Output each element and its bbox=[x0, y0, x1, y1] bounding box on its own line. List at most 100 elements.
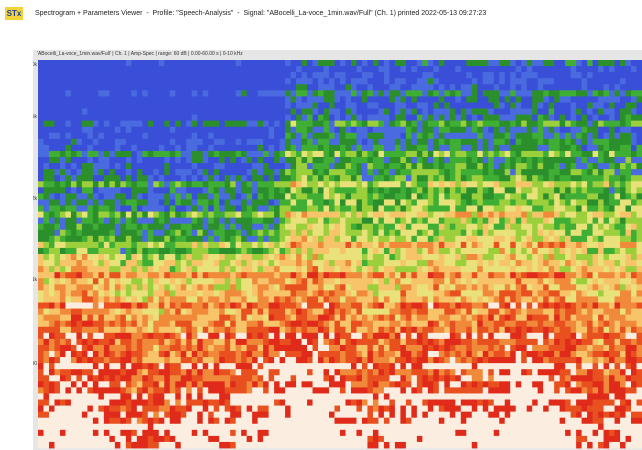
spectrogram-cell bbox=[225, 242, 231, 248]
spectrogram-cell bbox=[428, 84, 434, 90]
spectrogram-cell bbox=[148, 284, 154, 290]
spectrogram-cell bbox=[126, 169, 132, 175]
spectrogram-cell bbox=[76, 442, 82, 448]
spectrogram-cell bbox=[71, 369, 77, 375]
spectrogram-cell bbox=[197, 193, 203, 199]
spectrogram-cell bbox=[236, 145, 242, 151]
spectrogram-cell bbox=[219, 175, 225, 181]
spectrogram-cell bbox=[131, 357, 137, 363]
spectrogram-cell bbox=[378, 230, 384, 236]
spectrogram-cell bbox=[351, 127, 357, 133]
spectrogram-cell bbox=[406, 175, 412, 181]
spectrogram-cell bbox=[450, 193, 456, 199]
spectrogram-cell bbox=[351, 369, 357, 375]
spectrogram-cell bbox=[214, 381, 220, 387]
spectrogram-cell bbox=[230, 303, 236, 309]
spectrogram-cell bbox=[120, 109, 126, 115]
spectrogram-cell bbox=[153, 90, 159, 96]
spectrogram-cell bbox=[422, 66, 428, 72]
spectrogram-cell bbox=[269, 187, 275, 193]
spectrogram-cell bbox=[384, 151, 390, 157]
spectrogram-cell bbox=[131, 199, 137, 205]
spectrogram-cell bbox=[153, 272, 159, 278]
spectrogram-cell bbox=[76, 436, 82, 442]
spectrogram-cell bbox=[428, 230, 434, 236]
spectrogram-cell bbox=[170, 169, 176, 175]
spectrogram-cell bbox=[170, 224, 176, 230]
spectrogram-cell bbox=[219, 321, 225, 327]
spectrogram-cell bbox=[280, 193, 286, 199]
spectrogram-cell bbox=[296, 151, 302, 157]
spectrogram-cell bbox=[263, 381, 269, 387]
spectrogram-cell bbox=[367, 72, 373, 78]
spectrogram-cell bbox=[296, 430, 302, 436]
spectrogram-cell bbox=[422, 78, 428, 84]
spectrogram-cell bbox=[71, 230, 77, 236]
spectrogram-cell bbox=[82, 187, 88, 193]
spectrogram-cell bbox=[439, 133, 445, 139]
spectrogram-cell bbox=[170, 102, 176, 108]
spectrogram-cell bbox=[324, 199, 330, 205]
spectrogram-cell bbox=[170, 254, 176, 260]
spectrogram-cell bbox=[65, 193, 71, 199]
spectrogram-cell bbox=[49, 248, 55, 254]
spectrogram-cell bbox=[395, 369, 401, 375]
spectrogram-cell bbox=[252, 84, 258, 90]
spectrogram-cell bbox=[263, 206, 269, 212]
spectrogram-cell bbox=[356, 199, 362, 205]
spectrogram-cell bbox=[197, 375, 203, 381]
spectrogram-cell bbox=[461, 78, 467, 84]
spectrogram-cell bbox=[76, 181, 82, 187]
spectrogram-cell bbox=[131, 121, 137, 127]
spectrogram-cell bbox=[241, 309, 247, 315]
spectrogram-cell bbox=[225, 351, 231, 357]
spectrogram-cell bbox=[433, 315, 439, 321]
spectrogram-cell bbox=[192, 357, 198, 363]
spectrogram-cell bbox=[406, 133, 412, 139]
spectrogram-cell bbox=[340, 151, 346, 157]
spectrogram-cell bbox=[444, 333, 450, 339]
spectrogram-cell bbox=[137, 254, 143, 260]
spectrogram-cell bbox=[263, 230, 269, 236]
spectrogram-cell bbox=[181, 78, 187, 84]
spectrogram-cell bbox=[153, 381, 159, 387]
spectrogram-cell bbox=[280, 327, 286, 333]
spectrogram-cell bbox=[400, 169, 406, 175]
spectrogram-cell bbox=[247, 163, 253, 169]
spectrogram-cell bbox=[444, 296, 450, 302]
spectrogram-cell bbox=[49, 333, 55, 339]
spectrogram-cell bbox=[241, 151, 247, 157]
spectrogram-cell bbox=[362, 296, 368, 302]
spectrogram-cell bbox=[444, 175, 450, 181]
spectrogram-cell bbox=[345, 139, 351, 145]
spectrogram-cell bbox=[131, 321, 137, 327]
spectrogram-cell bbox=[236, 169, 242, 175]
spectrogram-cell bbox=[280, 260, 286, 266]
spectrogram-cell bbox=[148, 181, 154, 187]
spectrogram-cell bbox=[153, 187, 159, 193]
spectrogram-cell bbox=[258, 315, 264, 321]
spectrogram-cell bbox=[280, 109, 286, 115]
spectrogram-cell bbox=[38, 72, 44, 78]
spectrogram-cell bbox=[296, 284, 302, 290]
spectrogram-cell bbox=[406, 90, 412, 96]
spectrogram-cell bbox=[450, 363, 456, 369]
spectrogram-cell bbox=[170, 175, 176, 181]
spectrogram-cell bbox=[329, 375, 335, 381]
spectrogram-cell bbox=[400, 315, 406, 321]
spectrogram-cell bbox=[318, 169, 324, 175]
spectrogram-cell bbox=[186, 60, 192, 66]
spectrogram-cell bbox=[236, 284, 242, 290]
spectrogram-cell bbox=[269, 102, 275, 108]
spectrogram-cell bbox=[252, 333, 258, 339]
spectrogram-cell bbox=[181, 393, 187, 399]
spectrogram-cell bbox=[422, 60, 428, 66]
spectrogram-cell bbox=[378, 369, 384, 375]
spectrogram-cell bbox=[181, 236, 187, 242]
spectrogram-cell bbox=[258, 90, 264, 96]
spectrogram-cell bbox=[455, 309, 461, 315]
spectrogram-cell bbox=[269, 230, 275, 236]
spectrogram-cell bbox=[307, 430, 313, 436]
spectrogram-cell bbox=[142, 327, 148, 333]
spectrogram-cell bbox=[236, 248, 242, 254]
